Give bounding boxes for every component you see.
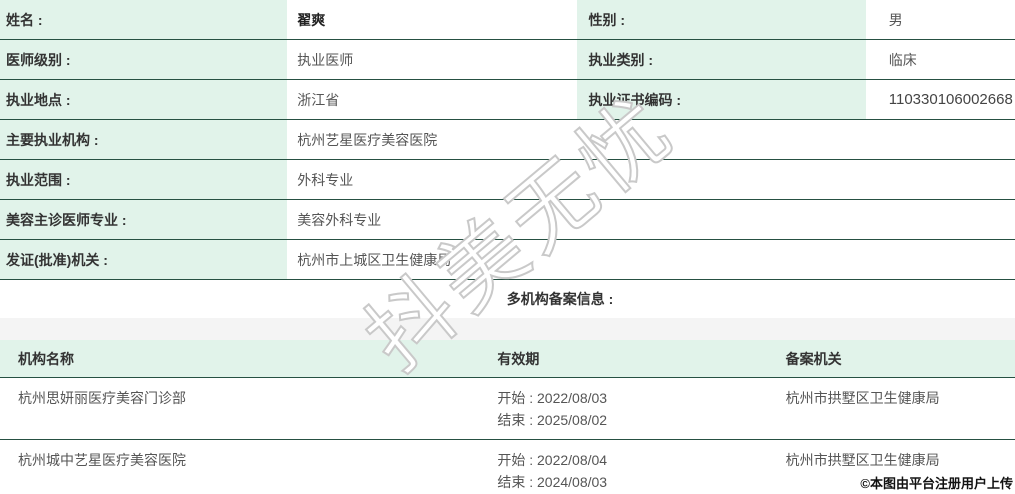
filing-authority-header: 备案机关 xyxy=(785,350,842,367)
doctor-level-label: 医师级别 : xyxy=(0,40,288,79)
practice-category-value: 临床 xyxy=(865,40,1015,79)
form-row-cosmetic-specialty: 美容主诊医师专业 : 美容外科专业 xyxy=(0,200,1015,240)
validity-period-cell: 开始 : 2022/08/03 结束 : 2025/08/02 xyxy=(497,387,785,439)
institution-name-cell: 杭州思妍丽医疗美容门诊部 xyxy=(18,390,186,406)
practice-location-value: 浙江省 xyxy=(287,80,577,119)
validity-end: 结束 : 2024/08/03 xyxy=(497,474,608,490)
filing-authority-cell: 杭州市拱墅区卫生健康局 xyxy=(785,390,940,406)
table-row: 杭州城中艺星医疗美容医院 开始 : 2022/08/04 结束 : 2024/0… xyxy=(0,440,1015,494)
practice-category-label: 执业类别 : xyxy=(576,40,866,79)
form-row-name-gender: 姓名 : 翟爽 性别 : 男 xyxy=(0,0,1015,40)
main-institution-label: 主要执业机构 : xyxy=(0,120,288,159)
multi-institution-section-title: 多机构备案信息 : xyxy=(0,280,1015,318)
validity-start: 开始 : 2022/08/04 xyxy=(497,452,608,468)
main-institution-value: 杭州艺星医疗美容医院 xyxy=(287,120,1015,159)
issuing-authority-value: 杭州市上城区卫生健康局 xyxy=(287,240,1015,279)
institution-name-header: 机构名称 xyxy=(18,350,74,367)
section-gap-band xyxy=(0,318,1015,340)
name-label: 姓名 : xyxy=(0,0,288,39)
copyright-notice: ©本图由平台注册用户上传 xyxy=(860,476,1013,491)
validity-start: 开始 : 2022/08/03 xyxy=(497,390,608,406)
practice-location-label: 执业地点 : xyxy=(0,80,288,119)
certificate-number-label: 执业证书编码 : xyxy=(576,80,866,119)
practice-scope-value: 外科专业 xyxy=(287,160,1015,199)
form-row-level-category: 医师级别 : 执业医师 执业类别 : 临床 xyxy=(0,40,1015,80)
name-value: 翟爽 xyxy=(287,0,577,39)
table-row: 杭州思妍丽医疗美容门诊部 开始 : 2022/08/03 结束 : 2025/0… xyxy=(0,378,1015,440)
certificate-number-value: 110330106002668 xyxy=(865,80,1015,119)
doctor-level-value: 执业医师 xyxy=(287,40,577,79)
gender-value: 男 xyxy=(865,0,1015,39)
form-row-main-institution: 主要执业机构 : 杭州艺星医疗美容医院 xyxy=(0,120,1015,160)
cosmetic-specialty-value: 美容外科专业 xyxy=(287,200,1015,239)
form-row-practice-scope: 执业范围 : 外科专业 xyxy=(0,160,1015,200)
form-row-issuing-authority: 发证(批准)机关 : 杭州市上城区卫生健康局 xyxy=(0,240,1015,280)
filing-authority-cell: 杭州市拱墅区卫生健康局 xyxy=(785,452,940,468)
practice-scope-label: 执业范围 : xyxy=(0,160,288,199)
validity-period-header: 有效期 xyxy=(497,350,540,367)
institution-name-cell: 杭州城中艺星医疗美容医院 xyxy=(18,452,186,468)
cosmetic-specialty-label: 美容主诊医师专业 : xyxy=(0,200,288,239)
validity-period-cell: 开始 : 2022/08/04 结束 : 2024/08/03 xyxy=(497,449,785,494)
form-row-location-certificate: 执业地点 : 浙江省 执业证书编码 : 110330106002668 xyxy=(0,80,1015,120)
issuing-authority-label: 发证(批准)机关 : xyxy=(0,240,288,279)
gender-label: 性别 : xyxy=(576,0,866,39)
validity-end: 结束 : 2025/08/02 xyxy=(497,412,608,428)
filing-table-header: 机构名称 有效期 备案机关 xyxy=(0,340,1015,378)
